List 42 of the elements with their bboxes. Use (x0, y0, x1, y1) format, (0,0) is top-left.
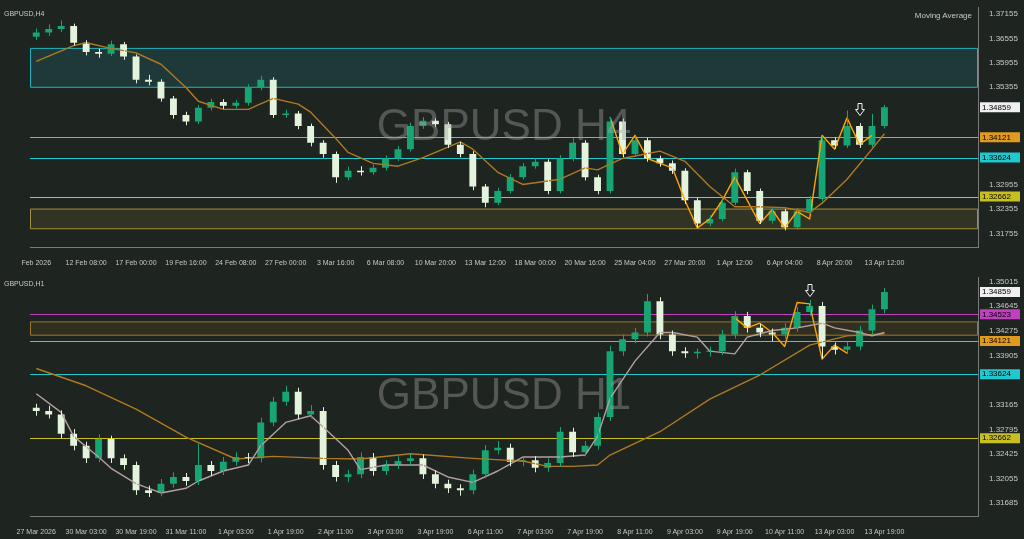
candlestick (244, 83, 252, 107)
ref-line-label: 1.34121 (982, 132, 1012, 142)
y-tick-label: 1.35955 (989, 58, 1019, 68)
y-tick-label: 1.36555 (989, 33, 1019, 43)
y-tick-label: 1.32355 (989, 204, 1019, 214)
y-tick-label: 1.31685 (989, 498, 1019, 508)
candlestick (294, 110, 302, 130)
candlestick (756, 323, 764, 338)
y-tick-label: 1.31755 (989, 228, 1019, 238)
candlestick (57, 19, 65, 33)
y-tick-label: 1.33165 (989, 399, 1019, 409)
candlestick (282, 109, 290, 119)
candlestick (232, 99, 240, 110)
y-tick-label: 1.37155 (989, 9, 1019, 19)
ref-line-label: 1.33624 (982, 152, 1012, 162)
y-tick-label: 1.32795 (989, 424, 1019, 434)
ref-line-label: 1.34523 (982, 309, 1012, 319)
candlestick (145, 485, 152, 498)
candlestick (431, 469, 439, 489)
text: 1.34859 (982, 287, 1012, 297)
ref-line-label: 1.32662 (982, 191, 1012, 201)
candlestick (120, 453, 127, 471)
y-tick-label: 1.32955 (989, 179, 1019, 189)
y-tick-label: 1.32055 (989, 473, 1019, 483)
candlestick (407, 453, 414, 466)
candlestick (219, 98, 227, 110)
y-tick-label: 1.33905 (989, 350, 1019, 360)
text: 1.34859 (982, 102, 1012, 112)
candlestick (344, 469, 352, 483)
candlestick (170, 471, 177, 489)
y-tick-label: 1.35355 (989, 82, 1019, 92)
annotation: Moving Average (914, 11, 973, 20)
ref-line-label: 1.33624 (982, 369, 1012, 379)
candlestick (95, 48, 103, 59)
y-tick-label: 1.34275 (989, 326, 1019, 336)
candlestick (45, 23, 53, 37)
y-tick-label: 1.34645 (989, 301, 1019, 311)
ref-line-label: 1.34121 (982, 336, 1012, 346)
candlestick (182, 111, 190, 126)
y-tick-label: 1.35015 (989, 276, 1019, 286)
ref-line-label: 1.32662 (982, 433, 1012, 443)
y-tick-label: 1.32425 (989, 449, 1019, 459)
